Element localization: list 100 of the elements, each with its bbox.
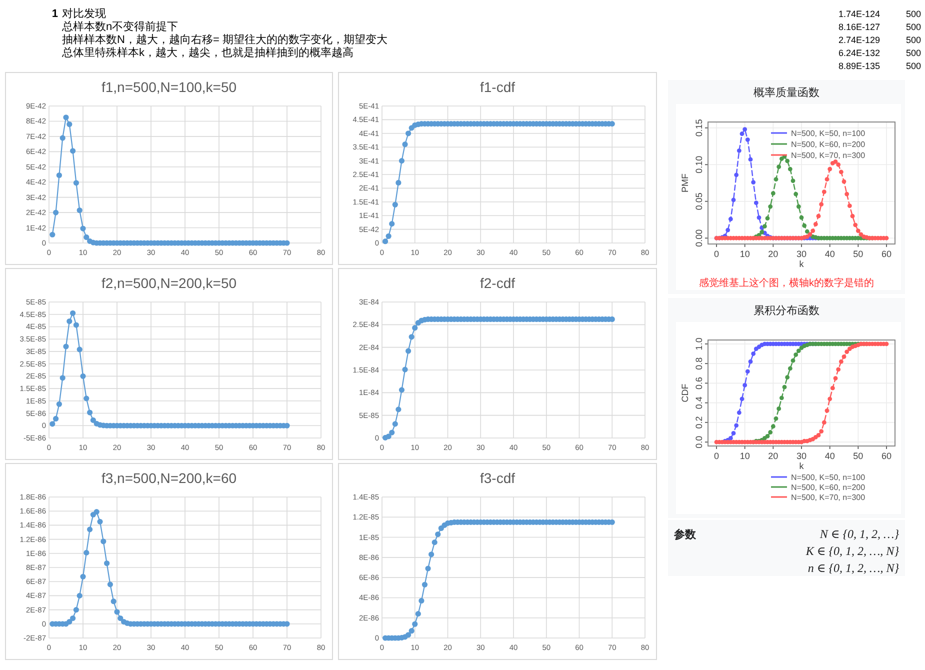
text: 抽样样本数N，越大，越向右移= 期望往大的的数字变化，期望变大 [62,33,388,46]
y-axis-title: PMF [680,173,690,192]
y-tick-label: 0.6 [694,376,704,390]
point [751,180,756,184]
text: 8.89E-135 [838,61,880,71]
chart-title: f1,n=500,N=100,k=50 [101,79,237,95]
text: 1.74E-124 [838,9,880,19]
text: N ∈ {0, 1, 2, …} [818,527,900,541]
text: 500 [906,48,921,58]
y-tick-label: 0.8 [694,357,704,370]
point [765,434,770,438]
text: 500 [906,61,921,71]
point [779,156,784,161]
chart-title: f3,n=500,N=200,k=60 [101,470,237,486]
point [804,229,810,234]
point [790,178,796,183]
point [742,382,748,388]
x-tick-label: 30 [796,451,807,461]
y-tick-label: 0.05 [694,192,704,210]
text: 总体里特殊样本k，越大，越尖，也就是抽样抽到的概率越高 [61,46,354,59]
point [796,204,801,209]
point [736,410,742,415]
y-tick-label: 1.0 [694,338,704,350]
text: 1 [52,8,58,20]
point [748,157,753,162]
text: 参数 [673,528,697,541]
point [740,396,744,402]
point [770,424,776,429]
text: 2.74E-129 [838,35,880,45]
point [790,358,796,363]
point [788,166,792,172]
point [731,198,736,202]
point [762,224,767,229]
point [785,375,790,380]
legend-label: N=500, K=50, n=100 [791,129,866,138]
x-tick-label: 20 [768,249,778,259]
y-tick-label: 0.0 [694,436,704,448]
legend-label: N=500, K=70, n=300 [791,493,866,502]
point [760,230,764,234]
chart-title: f3-cdf [480,470,516,486]
chart-title: 概率质量函数 [754,86,820,99]
chart-title: f1-cdf [480,79,516,95]
point [785,158,790,164]
x-tick-label: 50 [853,249,864,259]
x-tick-label: 10 [740,249,750,259]
text: 500 [906,9,921,19]
point [734,172,739,178]
y-axis-title: CDF [680,383,690,402]
x-tick-label: 60 [881,249,892,259]
point [748,359,753,364]
point [756,215,762,220]
point [782,384,787,390]
point [799,215,804,220]
point [776,406,782,411]
text: 500 [906,35,921,45]
point [768,204,773,209]
legend-label: N=500, K=60, n=200 [791,140,866,149]
point [754,200,758,206]
y-tick-label: 0.4 [694,396,704,410]
legend-label: N=500, K=50, n=100 [791,473,866,482]
chart-title: 累积分布函数 [754,305,820,317]
y-tick-label: 0.15 [694,119,704,137]
point [774,177,778,182]
legend-label: N=500, K=70, n=300 [791,151,866,160]
point [774,416,778,421]
point [794,192,798,196]
point [734,423,739,428]
text: 6.24E-132 [838,48,880,58]
point [776,164,782,170]
point [731,431,736,436]
chart-title: f2-cdf [480,275,516,291]
text: 对比发现 [62,7,106,20]
x-tick-label: 60 [881,451,892,461]
y-tick-label: 0.2 [694,416,704,429]
x-tick-label: 0 [714,451,720,461]
text: 500 [906,22,921,32]
x-tick-label: 10 [740,451,750,461]
y-tick-label: 0.00 [694,229,704,247]
point [736,148,742,153]
point [768,430,773,434]
point [788,366,792,371]
point [726,228,730,232]
x-tick-label: 40 [824,451,835,461]
x-axis-title: k [799,259,804,269]
text: n ∈ {0, 1, 2, …, N} [808,561,900,575]
point [765,216,770,220]
point [802,223,807,228]
x-tick-label: 0 [714,249,720,259]
point [779,396,784,400]
legend-label: N=500, K=60, n=200 [791,483,866,492]
point [740,132,744,136]
x-tick-label: 40 [824,249,835,259]
text: 8.16E-127 [838,22,880,32]
chart-title: f2,n=500,N=200,k=50 [101,275,237,291]
point [770,191,776,196]
point [794,352,798,357]
x-tick-label: 30 [796,249,807,259]
point [728,436,733,440]
point [728,216,733,222]
text: K ∈ {0, 1, 2, …, N} [804,544,900,558]
